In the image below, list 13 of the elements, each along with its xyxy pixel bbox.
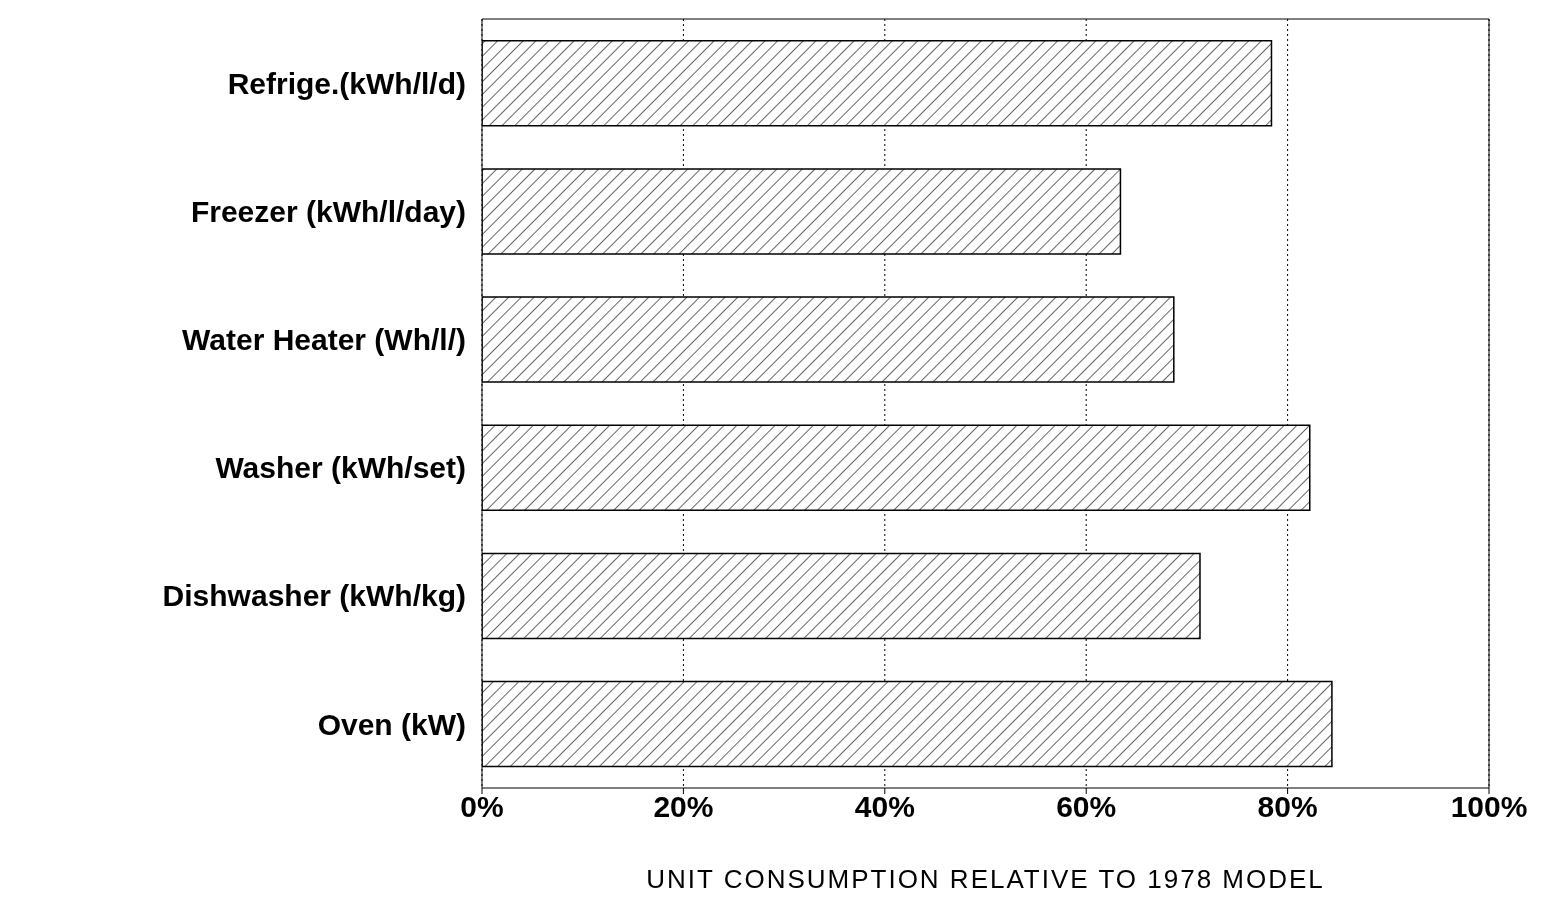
x-tick-label: 40% [854,790,915,824]
y-tick-label: Freezer (kWh/l/day) [190,194,466,228]
x-tick-label: 0% [460,790,504,824]
y-tick-label: Water Heater (Wh/l/) [182,323,466,357]
x-axis-title: UNIT CONSUMPTION RELATIVE TO 1978 MODEL [646,864,1325,894]
x-tick-label: 20% [653,790,714,824]
y-tick-label: Washer (kWh/set) [215,451,466,485]
y-tick-label: Oven (kW) [317,707,466,741]
x-tick-label: 80% [1257,790,1318,824]
y-tick-label: Refrige.(kWh/l/d) [227,66,466,100]
y-tick-label: Dishwasher (kWh/kg) [162,579,466,613]
x-tick-label: 100% [1450,790,1528,824]
x-tick-label: 60% [1056,790,1117,824]
